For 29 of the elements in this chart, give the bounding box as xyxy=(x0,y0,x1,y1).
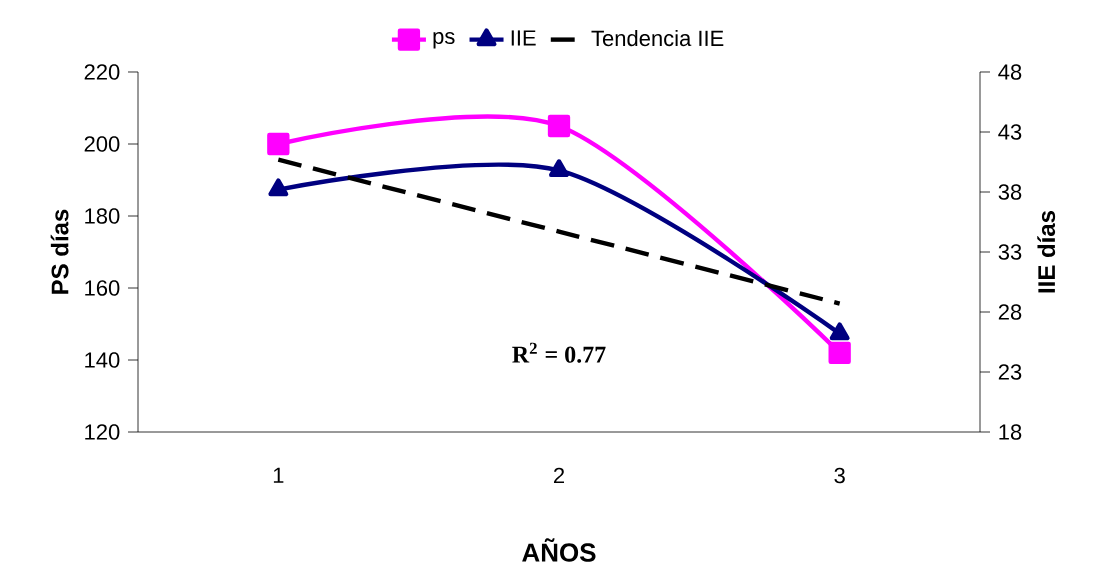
y2-tick-label: 23 xyxy=(998,364,1022,380)
x-tick-label: 2 xyxy=(553,467,565,484)
y-tick-label: 200 xyxy=(84,136,120,152)
y-tick-label: 180 xyxy=(85,208,120,224)
point xyxy=(828,341,851,364)
legend-label: ps xyxy=(433,32,455,49)
y2-axis-title: IIE días xyxy=(1037,210,1056,293)
legend-label: IIE xyxy=(511,30,536,46)
point xyxy=(829,322,850,341)
y2-tick-label: 33 xyxy=(998,244,1022,260)
x-tick-label: 1 xyxy=(273,467,284,483)
y-tick-label: 140 xyxy=(85,352,120,368)
y2-tick-label: 28 xyxy=(998,304,1022,320)
y2-tick-label: 38 xyxy=(998,184,1022,200)
y-axis-title: PS días xyxy=(50,209,69,294)
y-tick-label: 160 xyxy=(85,280,120,296)
point xyxy=(267,132,290,156)
y2-tick-label: 43 xyxy=(998,124,1022,140)
point xyxy=(547,114,571,138)
point xyxy=(268,178,289,197)
legend-label: Tendencia IIE xyxy=(591,29,724,47)
y2-tick-label: 18 xyxy=(999,424,1022,440)
y-tick-label: 120 xyxy=(85,424,120,440)
y2-tick-label: 48 xyxy=(998,64,1022,80)
y-tick-label: 220 xyxy=(84,64,120,80)
x-axis-title: AÑOS xyxy=(522,538,596,562)
x-tick-label: 3 xyxy=(834,467,845,484)
text: R$^{2}$ = 0.77 xyxy=(512,342,606,363)
point xyxy=(549,159,569,178)
